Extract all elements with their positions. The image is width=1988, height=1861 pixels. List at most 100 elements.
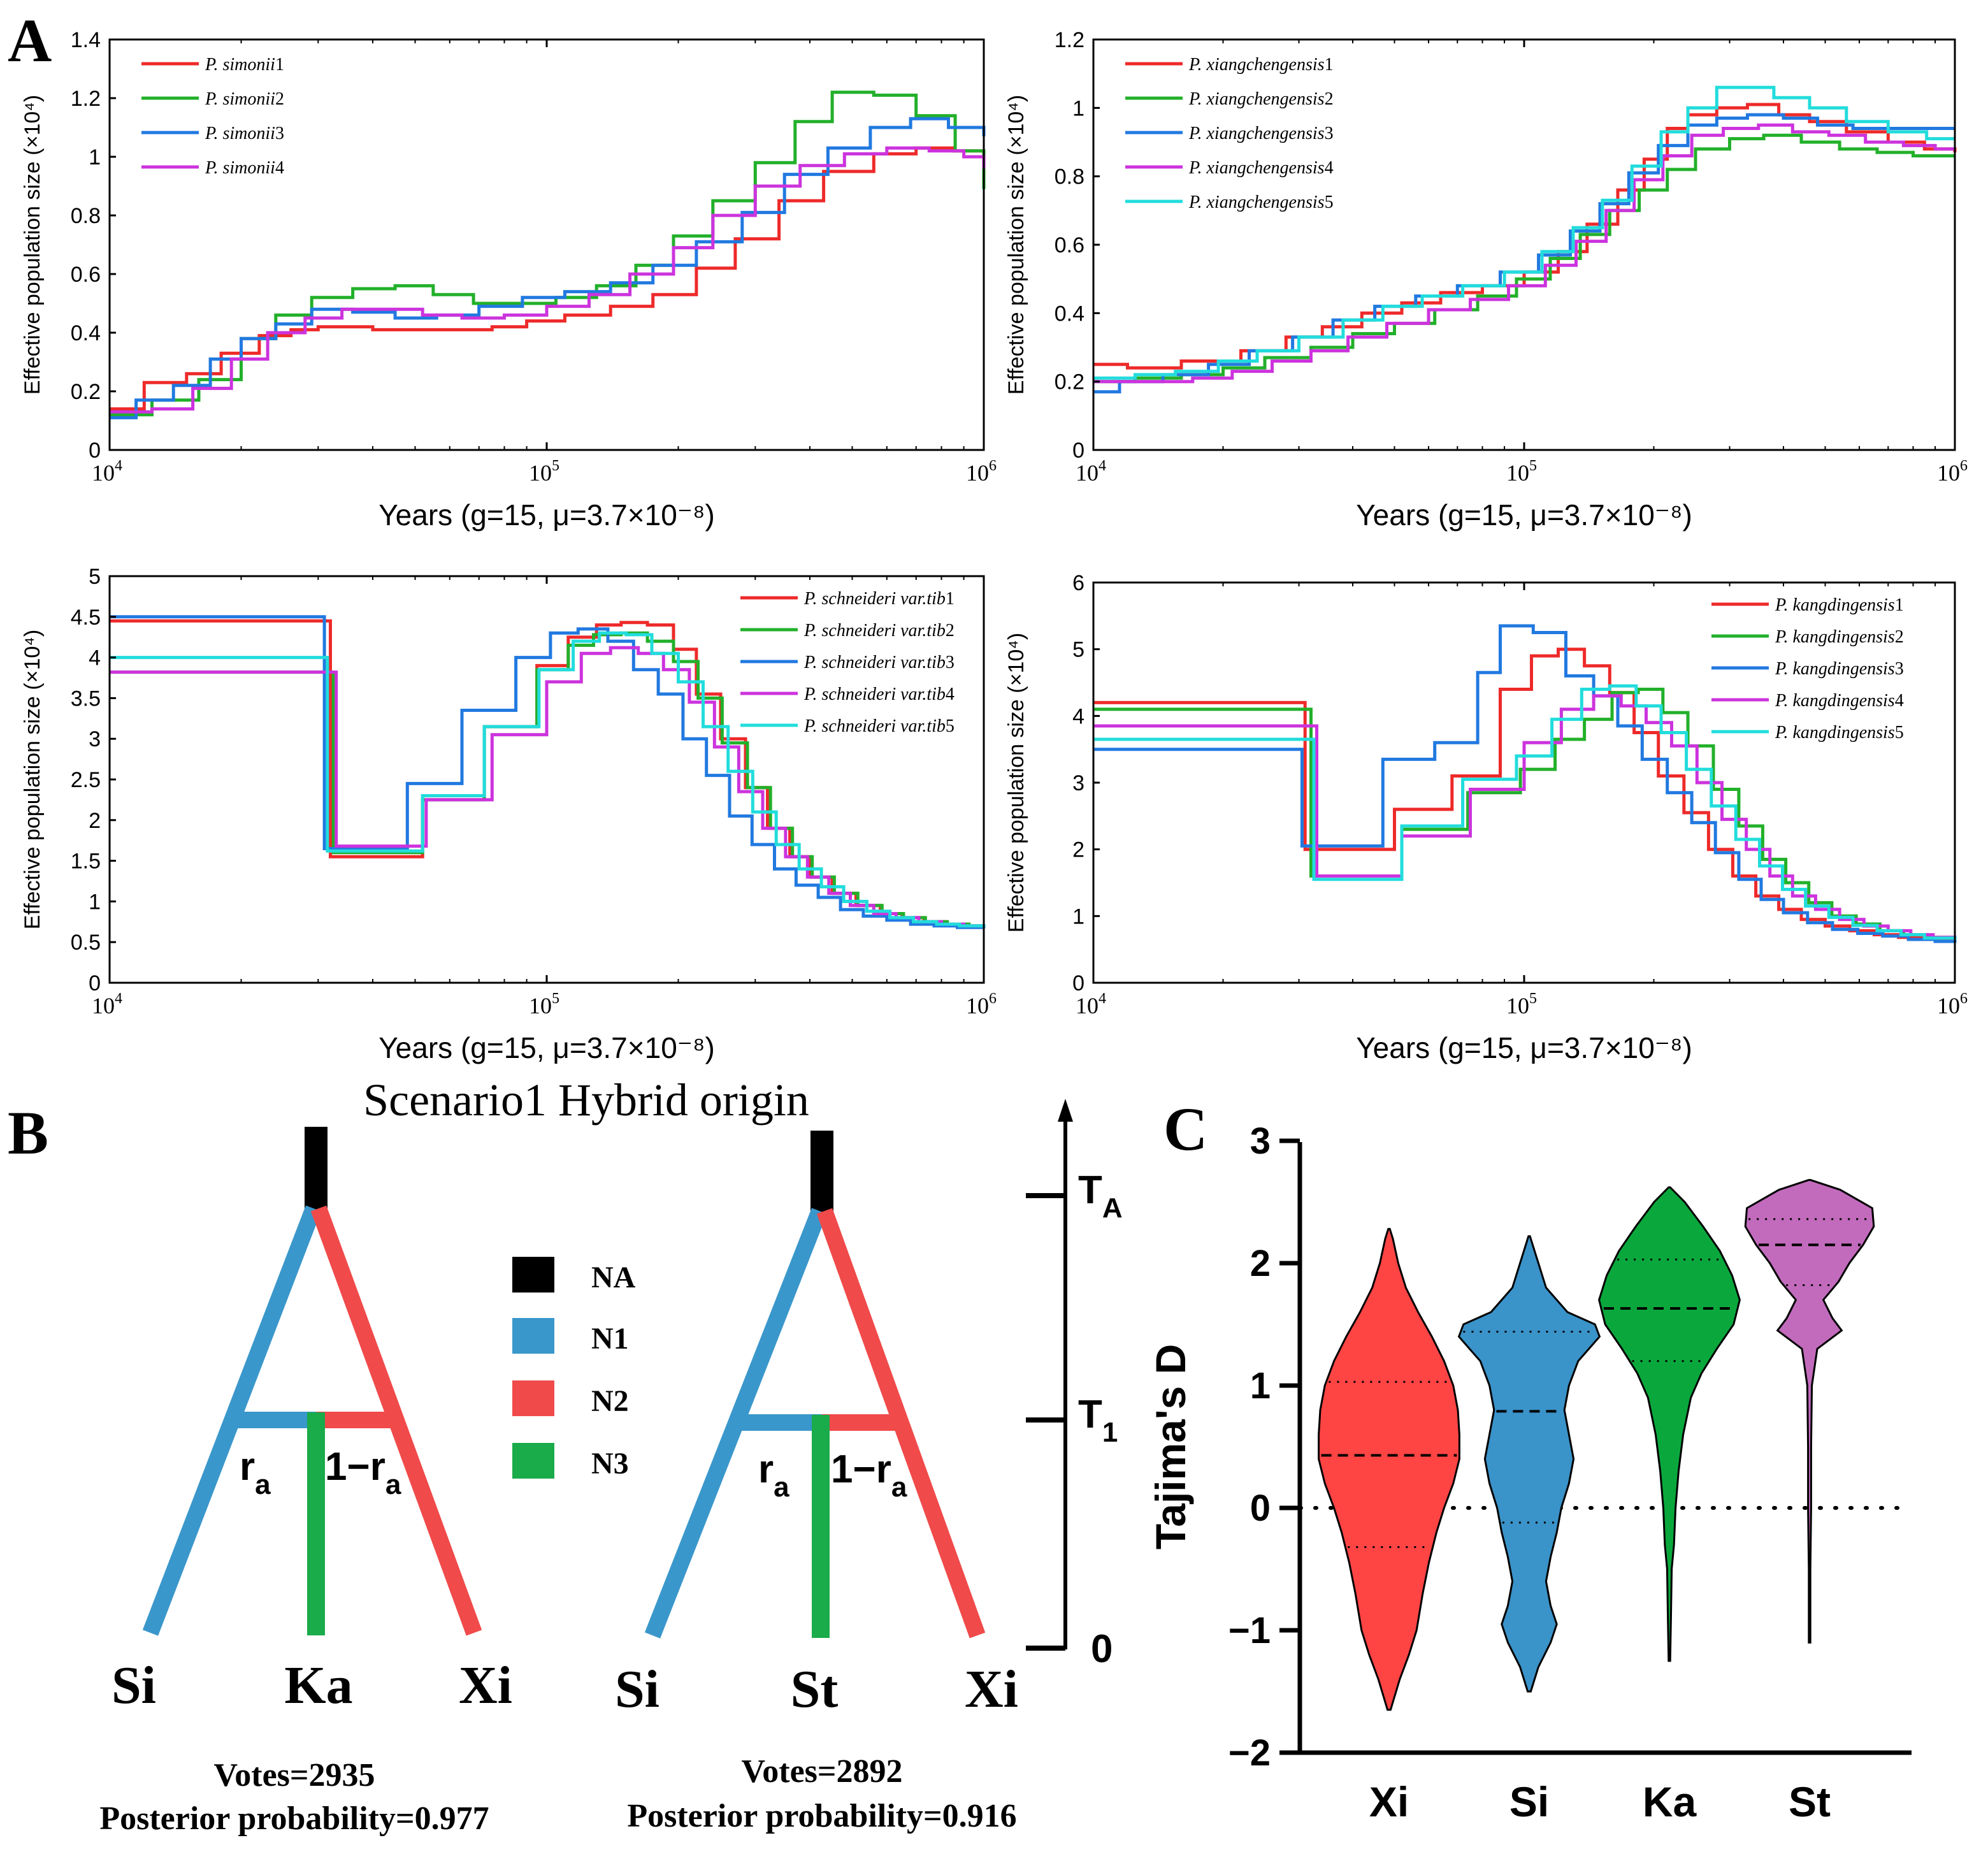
x-category-label: Xi (1369, 1778, 1409, 1825)
series-line-2 (1093, 688, 1957, 939)
legend-label: P. kangdingensis2 (1775, 627, 1904, 647)
legend-label: P. kangdingensis3 (1775, 659, 1904, 679)
legend-n3-label: N3 (591, 1447, 629, 1481)
legend-n2-swatch (512, 1380, 554, 1416)
y-tick-label: 4 (1072, 704, 1084, 728)
psmc-plot-xiangchengensis: 0 0.2 0.4 0.6 0.8 1 1.2 104 105 106 Years (g=15, μ… (1004, 28, 1968, 532)
time-axis-arrowhead (1058, 1099, 1073, 1122)
legend-label: P. schneideri var.tib2 (803, 621, 954, 641)
legend-n3-swatch (512, 1443, 554, 1479)
x-category-label: Ka (1643, 1778, 1697, 1825)
series-line-3 (1093, 624, 1957, 943)
y-tick-label: 0 (89, 971, 101, 996)
time-axis-label-ta: TA (1078, 1168, 1123, 1224)
x-tick-label: 106 (966, 458, 997, 486)
y-tick-label: 1 (1250, 1365, 1271, 1407)
legend-label: P. simonii3 (205, 124, 284, 143)
y-tick-label: 4.5 (71, 605, 101, 630)
y-tick-label: 1 (1072, 904, 1084, 929)
y-tick-label: 0.2 (1055, 370, 1084, 395)
legend-na-label: NA (591, 1261, 636, 1294)
tree-1-tip-left: Si (112, 1656, 156, 1715)
y-tick-label: 0.4 (71, 321, 101, 345)
panel-label-a: A (8, 6, 52, 75)
y-axis-title: Tajima's D (1147, 1344, 1194, 1550)
y-tick-label: 1.2 (1055, 28, 1084, 52)
x-category-label: St (1789, 1778, 1831, 1825)
y-tick-label: 4 (89, 646, 101, 670)
legend-na-swatch (512, 1257, 554, 1293)
tree-1-tip-right: Xi (459, 1656, 512, 1715)
y-tick-label: 6 (1072, 571, 1084, 595)
series-line-4 (1093, 123, 1955, 384)
violin-Xi (1318, 1227, 1460, 1711)
y-tick-label: 1 (89, 145, 101, 170)
violin-St (1744, 1178, 1875, 1644)
series-line-1 (110, 146, 986, 411)
series-line-2 (110, 631, 986, 928)
y-axis-title: Effective population size (×10⁴) (20, 630, 45, 929)
y-tick-label: 1 (1072, 96, 1084, 120)
legend-label: P. kangdingensis4 (1775, 691, 1904, 711)
y-tick-label: 3 (89, 727, 101, 751)
legend-label: P. schneideri var.tib1 (803, 589, 954, 609)
legend-n2-label: N2 (591, 1384, 629, 1418)
legend-label: P. schneideri var.tib3 (803, 653, 954, 672)
series-line-5 (1093, 85, 1955, 380)
legend-label: P. simonii4 (205, 158, 284, 178)
legend-label: P. xiangchengensis5 (1188, 192, 1334, 212)
series-line-1 (1093, 103, 1957, 370)
y-tick-label: 1.2 (71, 87, 101, 111)
y-tick-label: 0.4 (1055, 301, 1084, 326)
time-axis-label-t1: T1 (1078, 1393, 1118, 1448)
x-tick-label: 105 (1506, 990, 1537, 1018)
legend-n1-swatch (512, 1318, 554, 1354)
scenario-diagram: Scenario1 Hybrid origin ra 1−ra Si Ka Xi… (99, 1075, 1122, 1837)
violin-Si (1457, 1235, 1601, 1693)
series-line-1 (1093, 648, 1957, 941)
series-line-2 (1093, 133, 1955, 384)
legend-label: P. kangdingensis1 (1775, 595, 1904, 615)
series-line-4 (110, 146, 986, 414)
y-tick-label: 0 (1072, 971, 1084, 996)
tree-2-votes: Votes=2892 (741, 1753, 902, 1790)
tree-1-tip-middle: Ka (284, 1656, 352, 1715)
x-tick-label: 104 (92, 990, 122, 1018)
y-tick-label: −2 (1228, 1732, 1271, 1774)
series-line-5 (1093, 684, 1957, 940)
y-tick-label: 0 (1072, 438, 1084, 463)
legend-label: P. simonii1 (205, 55, 284, 75)
tree-1: ra 1−ra Si Ka Xi Votes=2935 Posterior pr… (99, 1127, 512, 1837)
tree-1-ra-label: ra (240, 1445, 271, 1500)
tree-2-ra-label: ra (758, 1447, 789, 1503)
series-line-3 (110, 615, 986, 929)
y-tick-label: −1 (1228, 1610, 1271, 1651)
x-axis-title: Years (g=15, μ=3.7×10⁻⁸) (1356, 498, 1692, 532)
y-tick-label: 0.8 (71, 204, 101, 228)
y-tick-label: 3 (1072, 771, 1084, 795)
tree-1-votes: Votes=2935 (213, 1757, 375, 1793)
y-tick-label: 0.2 (71, 380, 101, 404)
y-tick-label: 0.6 (1055, 233, 1084, 257)
x-axis-title: Years (g=15, μ=3.7×10⁻⁸) (1356, 1031, 1692, 1064)
legend-label: P. kangdingensis5 (1775, 723, 1904, 742)
tree-2-tip-right: Xi (965, 1660, 1018, 1719)
y-tick-label: 2.5 (71, 768, 101, 792)
x-tick-label: 105 (1506, 458, 1537, 486)
y-tick-label: 0.8 (1055, 165, 1084, 189)
legend-label: P. schneideri var.tib5 (803, 716, 954, 736)
y-tick-label: 5 (1072, 638, 1084, 662)
legend-label: P. xiangchengensis3 (1188, 124, 1334, 143)
tree-2-left-branch (644, 1208, 828, 1639)
scenario-legend: NA N1 N2 N3 (512, 1257, 636, 1481)
tree-1-one-minus-ra-label: 1−ra (325, 1445, 401, 1500)
scenario-title: Scenario1 Hybrid origin (363, 1075, 809, 1126)
time-axis: TA T1 0 (1026, 1099, 1123, 1671)
y-axis-title: Effective population size (×10⁴) (1004, 95, 1028, 395)
legend-label: P. xiangchengensis2 (1188, 89, 1334, 109)
x-tick-label: 104 (92, 458, 122, 486)
legend-label: P. xiangchengensis1 (1188, 55, 1334, 75)
panel-label-b: B (8, 1099, 48, 1167)
x-tick-label: 106 (1937, 990, 1968, 1018)
